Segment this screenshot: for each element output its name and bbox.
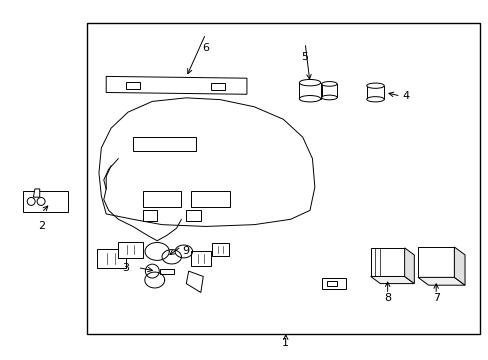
Bar <box>321 84 337 98</box>
Polygon shape <box>326 281 336 287</box>
Text: 2: 2 <box>38 221 45 231</box>
Ellipse shape <box>366 96 384 102</box>
Circle shape <box>27 198 35 206</box>
Ellipse shape <box>321 82 337 86</box>
Polygon shape <box>370 276 413 284</box>
Polygon shape <box>33 189 40 197</box>
Polygon shape <box>453 247 464 285</box>
Polygon shape <box>118 242 142 258</box>
Text: 7: 7 <box>432 293 439 303</box>
Polygon shape <box>211 243 228 256</box>
Polygon shape <box>33 197 67 203</box>
Polygon shape <box>142 210 157 221</box>
Polygon shape <box>133 137 196 152</box>
Polygon shape <box>125 82 140 89</box>
Bar <box>299 83 320 99</box>
Text: 6: 6 <box>202 43 209 53</box>
Circle shape <box>37 198 45 206</box>
Circle shape <box>145 264 159 278</box>
Polygon shape <box>191 191 229 207</box>
Polygon shape <box>96 249 125 269</box>
Polygon shape <box>210 83 224 90</box>
Bar <box>366 86 384 99</box>
Text: 9: 9 <box>183 247 189 256</box>
Polygon shape <box>404 248 413 284</box>
Ellipse shape <box>299 80 320 86</box>
Text: 8: 8 <box>383 293 390 303</box>
Text: 5: 5 <box>301 52 308 62</box>
Bar <box>23 190 68 212</box>
Ellipse shape <box>321 95 337 100</box>
Polygon shape <box>322 278 346 289</box>
Polygon shape <box>142 191 181 207</box>
Polygon shape <box>159 269 174 274</box>
Text: 4: 4 <box>401 91 408 101</box>
Text: 3: 3 <box>122 262 129 273</box>
Ellipse shape <box>366 83 384 88</box>
Polygon shape <box>191 251 210 266</box>
Polygon shape <box>417 277 464 285</box>
Polygon shape <box>417 247 453 277</box>
Polygon shape <box>106 76 246 94</box>
Polygon shape <box>186 210 201 221</box>
Polygon shape <box>370 248 404 276</box>
Text: 1: 1 <box>282 338 289 347</box>
Ellipse shape <box>299 95 320 102</box>
Bar <box>87 23 479 334</box>
Polygon shape <box>186 271 203 293</box>
Polygon shape <box>99 98 314 226</box>
